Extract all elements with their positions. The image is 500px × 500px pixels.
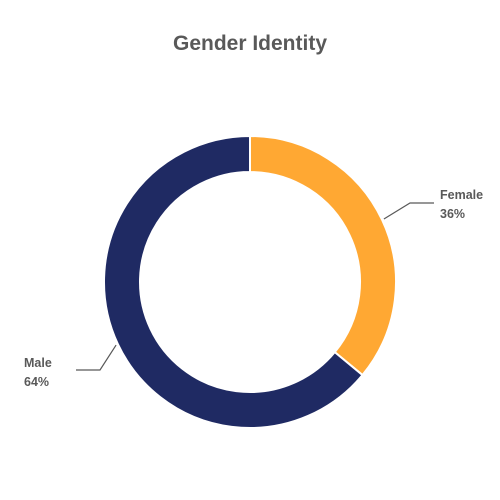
slice-label-male: Male bbox=[24, 356, 52, 370]
leader-line-female bbox=[383, 202, 434, 220]
slices-layer bbox=[103, 134, 397, 429]
slice-female bbox=[249, 134, 397, 377]
leader-line-male bbox=[76, 344, 117, 371]
slice-value-male: 64% bbox=[24, 375, 49, 389]
labels-layer: Female 36% Male 64% bbox=[24, 188, 483, 389]
slice-male bbox=[103, 134, 364, 429]
slice-value-female: 36% bbox=[440, 207, 465, 221]
slice-label-female: Female bbox=[440, 188, 483, 202]
chart-title: Gender Identity bbox=[173, 32, 327, 55]
